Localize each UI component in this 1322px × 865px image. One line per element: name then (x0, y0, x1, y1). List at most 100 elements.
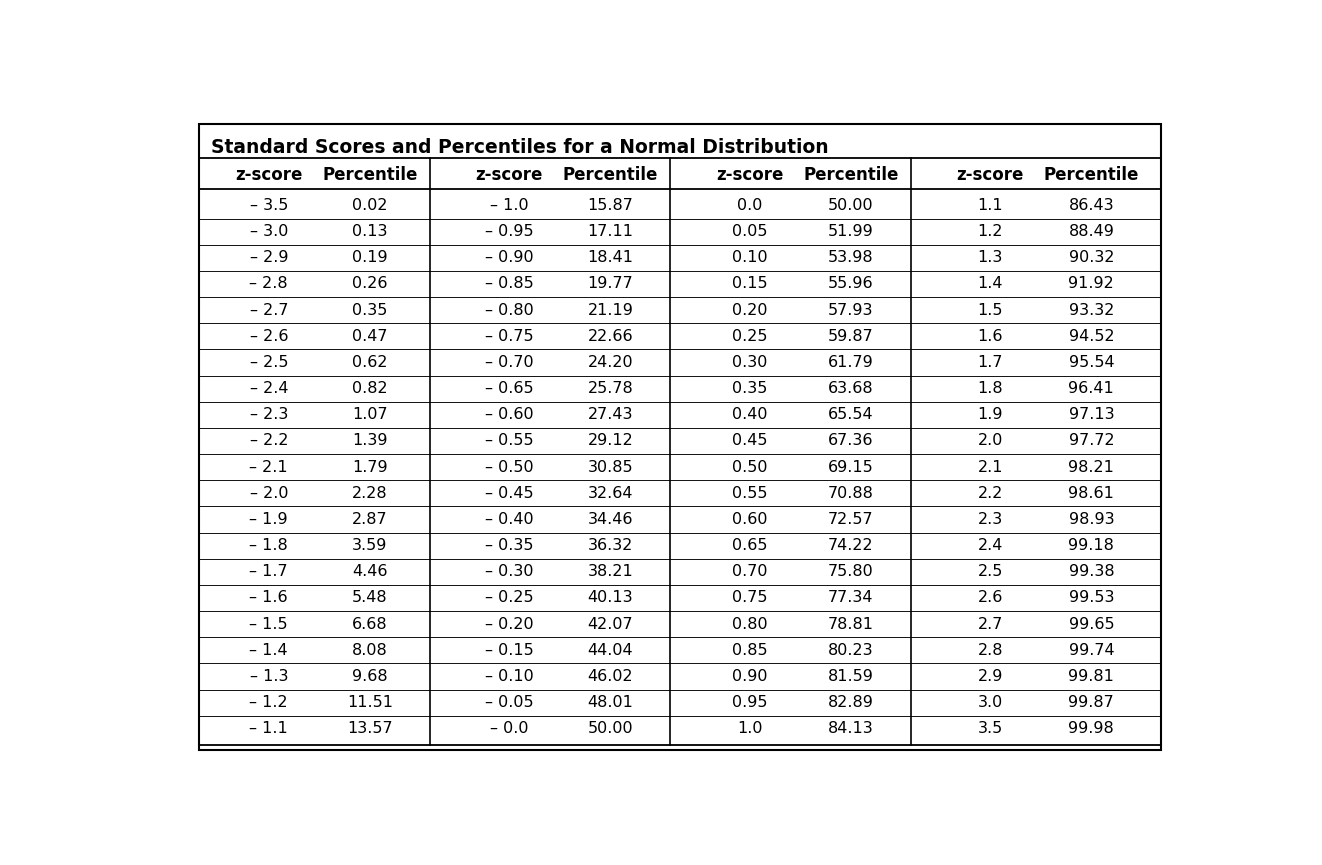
Text: 0.60: 0.60 (732, 512, 768, 527)
Text: 53.98: 53.98 (828, 250, 874, 266)
Text: – 2.7: – 2.7 (250, 303, 288, 317)
Text: z-score: z-score (957, 166, 1025, 184)
Text: – 2.2: – 2.2 (250, 433, 288, 448)
Text: 0.75: 0.75 (732, 591, 768, 606)
Text: – 1.5: – 1.5 (250, 617, 288, 631)
Text: 51.99: 51.99 (828, 224, 874, 239)
Text: 36.32: 36.32 (588, 538, 633, 553)
Text: 84.13: 84.13 (828, 721, 874, 736)
Text: 1.0: 1.0 (738, 721, 763, 736)
Text: 98.61: 98.61 (1068, 486, 1114, 501)
Text: – 1.1: – 1.1 (250, 721, 288, 736)
Text: 0.95: 0.95 (732, 695, 768, 710)
Text: 1.7: 1.7 (977, 355, 1003, 370)
Text: – 1.0: – 1.0 (490, 198, 529, 213)
Text: – 0.95: – 0.95 (485, 224, 534, 239)
Text: – 0.80: – 0.80 (485, 303, 534, 317)
Text: 40.13: 40.13 (587, 591, 633, 606)
Text: 2.9: 2.9 (978, 669, 1003, 684)
Text: 0.19: 0.19 (352, 250, 387, 266)
Text: 88.49: 88.49 (1068, 224, 1114, 239)
Text: 96.41: 96.41 (1068, 381, 1114, 396)
Text: – 3.5: – 3.5 (250, 198, 288, 213)
Text: 2.1: 2.1 (977, 459, 1003, 475)
Text: 75.80: 75.80 (828, 564, 874, 580)
Text: 46.02: 46.02 (587, 669, 633, 684)
Text: 0.45: 0.45 (732, 433, 768, 448)
Text: 0.26: 0.26 (352, 277, 387, 292)
Text: – 1.4: – 1.4 (250, 643, 288, 657)
Text: – 0.65: – 0.65 (485, 381, 534, 396)
Text: 0.90: 0.90 (732, 669, 768, 684)
Text: – 0.10: – 0.10 (485, 669, 534, 684)
Text: 97.72: 97.72 (1068, 433, 1114, 448)
Text: – 0.90: – 0.90 (485, 250, 534, 266)
Text: – 0.30: – 0.30 (485, 564, 534, 580)
Text: 0.82: 0.82 (352, 381, 387, 396)
Text: – 2.3: – 2.3 (250, 407, 288, 422)
Text: 15.87: 15.87 (587, 198, 633, 213)
Text: 86.43: 86.43 (1068, 198, 1114, 213)
Text: 57.93: 57.93 (828, 303, 874, 317)
Text: – 0.85: – 0.85 (485, 277, 534, 292)
Text: – 2.1: – 2.1 (250, 459, 288, 475)
Text: 50.00: 50.00 (587, 721, 633, 736)
Text: 27.43: 27.43 (587, 407, 633, 422)
Text: 99.38: 99.38 (1068, 564, 1114, 580)
Text: 99.81: 99.81 (1068, 669, 1114, 684)
Text: Percentile: Percentile (1043, 166, 1140, 184)
Text: – 0.75: – 0.75 (485, 329, 534, 343)
Text: – 0.15: – 0.15 (485, 643, 534, 657)
Text: 98.93: 98.93 (1068, 512, 1114, 527)
Text: – 0.40: – 0.40 (485, 512, 534, 527)
Text: 97.13: 97.13 (1068, 407, 1114, 422)
Text: 63.68: 63.68 (828, 381, 874, 396)
Text: 2.2: 2.2 (978, 486, 1003, 501)
Text: – 0.55: – 0.55 (485, 433, 534, 448)
Text: 9.68: 9.68 (352, 669, 387, 684)
Text: 1.6: 1.6 (977, 329, 1003, 343)
Text: 2.4: 2.4 (978, 538, 1003, 553)
Text: 82.89: 82.89 (828, 695, 874, 710)
Text: 19.77: 19.77 (587, 277, 633, 292)
Text: 0.62: 0.62 (352, 355, 387, 370)
Text: 0.05: 0.05 (732, 224, 768, 239)
Text: 5.48: 5.48 (352, 591, 387, 606)
Text: Percentile: Percentile (563, 166, 658, 184)
Text: – 1.9: – 1.9 (250, 512, 288, 527)
Text: 0.47: 0.47 (352, 329, 387, 343)
Text: 2.3: 2.3 (978, 512, 1003, 527)
Text: 2.8: 2.8 (977, 643, 1003, 657)
Text: 44.04: 44.04 (587, 643, 633, 657)
Text: 59.87: 59.87 (828, 329, 874, 343)
Text: 55.96: 55.96 (828, 277, 874, 292)
Text: 69.15: 69.15 (828, 459, 874, 475)
Text: – 2.6: – 2.6 (250, 329, 288, 343)
Text: 98.21: 98.21 (1068, 459, 1114, 475)
Text: 42.07: 42.07 (587, 617, 633, 631)
Text: 25.78: 25.78 (587, 381, 633, 396)
Text: 13.57: 13.57 (346, 721, 393, 736)
Text: 22.66: 22.66 (587, 329, 633, 343)
Text: 99.87: 99.87 (1068, 695, 1114, 710)
Text: 11.51: 11.51 (346, 695, 393, 710)
Text: 48.01: 48.01 (587, 695, 633, 710)
Text: – 0.35: – 0.35 (485, 538, 534, 553)
Text: – 0.0: – 0.0 (490, 721, 529, 736)
Text: 2.28: 2.28 (352, 486, 387, 501)
Text: – 0.45: – 0.45 (485, 486, 534, 501)
Text: 0.25: 0.25 (732, 329, 768, 343)
Text: 61.79: 61.79 (828, 355, 874, 370)
Text: 99.98: 99.98 (1068, 721, 1114, 736)
Text: 91.92: 91.92 (1068, 277, 1114, 292)
Text: 2.87: 2.87 (352, 512, 387, 527)
Text: 3.5: 3.5 (978, 721, 1003, 736)
Text: 1.79: 1.79 (352, 459, 387, 475)
Text: 1.39: 1.39 (352, 433, 387, 448)
Text: 0.0: 0.0 (738, 198, 763, 213)
Text: 77.34: 77.34 (828, 591, 874, 606)
Text: 1.1: 1.1 (977, 198, 1003, 213)
Text: 8.08: 8.08 (352, 643, 387, 657)
Text: 0.20: 0.20 (732, 303, 768, 317)
Text: 0.70: 0.70 (732, 564, 768, 580)
